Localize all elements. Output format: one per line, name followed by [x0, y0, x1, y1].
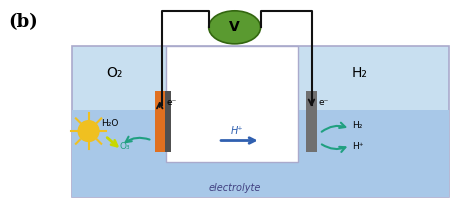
Text: O₃: O₃	[119, 141, 130, 150]
Text: e⁻: e⁻	[318, 98, 328, 107]
Ellipse shape	[209, 11, 261, 44]
Text: H₂: H₂	[352, 66, 367, 80]
Text: V: V	[229, 20, 240, 34]
Text: e⁻: e⁻	[166, 98, 177, 107]
FancyBboxPatch shape	[165, 91, 171, 152]
FancyBboxPatch shape	[155, 91, 165, 152]
FancyBboxPatch shape	[72, 110, 449, 197]
Text: H⁺: H⁺	[353, 141, 364, 150]
Circle shape	[78, 121, 99, 141]
Text: electrolyte: electrolyte	[209, 183, 261, 193]
FancyBboxPatch shape	[72, 46, 449, 197]
Text: H⁺: H⁺	[231, 126, 243, 136]
Text: H₂: H₂	[353, 121, 363, 130]
FancyBboxPatch shape	[166, 46, 298, 162]
Text: H₂O: H₂O	[101, 119, 118, 128]
Text: (b): (b)	[9, 13, 38, 31]
Text: O₂: O₂	[106, 66, 123, 80]
FancyBboxPatch shape	[306, 91, 317, 152]
